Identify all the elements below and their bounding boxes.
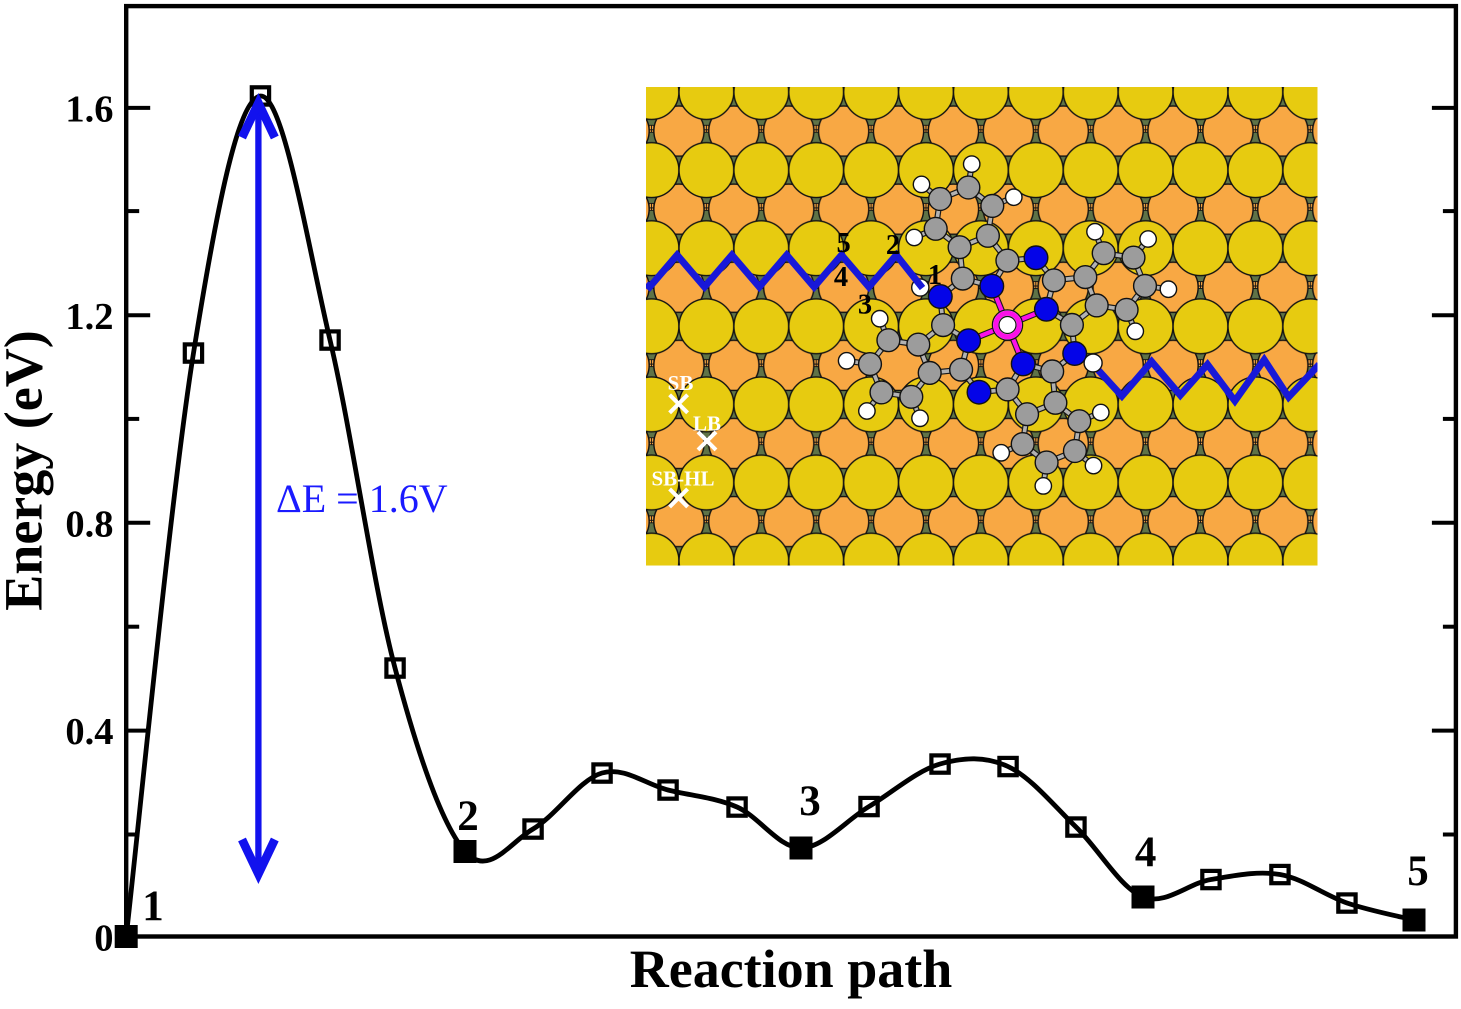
- svg-text:Energy (eV): Energy (eV): [0, 330, 54, 610]
- svg-text:3: 3: [858, 290, 872, 321]
- svg-text:2: 2: [457, 793, 479, 840]
- svg-text:2: 2: [886, 230, 900, 261]
- svg-text:0: 0: [94, 918, 113, 960]
- svg-text:1.2: 1.2: [65, 296, 113, 338]
- svg-text:SB: SB: [668, 371, 694, 395]
- svg-text:Reaction path: Reaction path: [630, 939, 953, 999]
- svg-text:0.8: 0.8: [65, 503, 113, 545]
- svg-text:4: 4: [834, 262, 848, 293]
- svg-text:1.6: 1.6: [65, 88, 113, 130]
- svg-text:0.4: 0.4: [65, 711, 113, 753]
- svg-text:1: 1: [928, 260, 942, 291]
- svg-text:5: 5: [1407, 848, 1429, 895]
- svg-text:LB: LB: [693, 412, 721, 436]
- svg-text:3: 3: [799, 778, 821, 825]
- svg-text:5: 5: [836, 228, 850, 259]
- svg-text:4: 4: [1135, 829, 1157, 876]
- svg-text:ΔE = 1.6V: ΔE = 1.6V: [276, 476, 448, 521]
- svg-text:SB-HL: SB-HL: [651, 467, 714, 491]
- svg-text:1: 1: [142, 883, 164, 930]
